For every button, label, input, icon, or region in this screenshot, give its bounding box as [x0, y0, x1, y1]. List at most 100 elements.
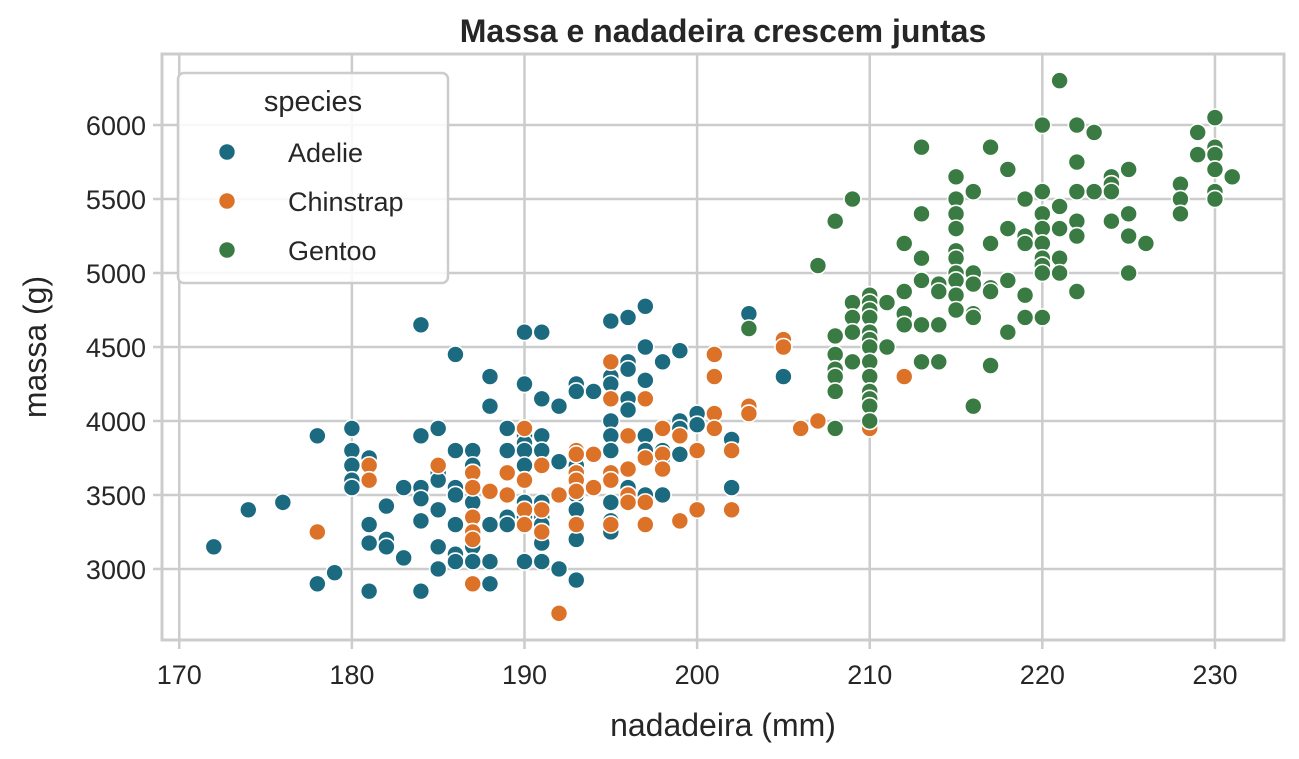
data-point-adelie — [653, 485, 672, 505]
data-point-adelie — [428, 500, 448, 520]
data-point-adelie — [342, 478, 362, 497]
y-tick-label: 3500 — [86, 481, 146, 511]
data-point-chinstrap — [808, 411, 828, 431]
data-point-adelie — [532, 322, 552, 342]
data-point-gentoo — [1067, 115, 1087, 135]
data-point-adelie — [601, 493, 621, 512]
data-point-gentoo — [946, 219, 966, 238]
data-point-adelie — [394, 478, 413, 497]
data-point-gentoo — [912, 204, 931, 224]
data-point-chinstrap — [791, 419, 810, 438]
data-point-adelie — [411, 315, 431, 335]
data-point-gentoo — [1033, 263, 1052, 283]
data-point-gentoo — [739, 319, 759, 338]
data-point-gentoo — [1050, 197, 1069, 216]
data-point-gentoo — [963, 308, 983, 327]
data-point-gentoo — [1084, 182, 1104, 201]
x-tick-label: 220 — [1020, 660, 1065, 690]
data-point-gentoo — [963, 274, 983, 294]
data-point-chinstrap — [601, 389, 621, 409]
legend-title: species — [264, 86, 362, 118]
data-point-adelie — [480, 515, 500, 534]
data-point-gentoo — [981, 282, 1000, 301]
data-point-chinstrap — [705, 367, 724, 386]
y-tick-label: 6000 — [86, 111, 146, 141]
data-point-gentoo — [1084, 123, 1104, 142]
data-point-gentoo — [1033, 115, 1052, 135]
data-point-chinstrap — [515, 515, 534, 534]
data-point-gentoo — [877, 337, 897, 357]
data-point-adelie — [377, 537, 396, 557]
data-point-adelie — [549, 396, 569, 416]
data-point-adelie — [377, 496, 396, 516]
y-tick-label: 5500 — [86, 185, 146, 215]
data-point-chinstrap — [774, 337, 793, 357]
x-tick-label: 180 — [329, 660, 374, 690]
data-point-chinstrap — [532, 500, 552, 520]
data-point-chinstrap — [687, 500, 707, 520]
data-point-gentoo — [1050, 263, 1069, 283]
axis-ticks: 170 180 190 200 210 220 230 3000 3500 4000 4500 500… — [86, 111, 1238, 690]
data-point-chinstrap — [653, 419, 672, 438]
data-point-gentoo — [843, 322, 862, 342]
data-point-gentoo — [1033, 182, 1052, 201]
data-point-adelie — [566, 570, 586, 590]
data-point-adelie — [549, 559, 569, 579]
data-point-gentoo — [843, 189, 862, 209]
data-point-gentoo — [1067, 226, 1087, 246]
data-point-chinstrap — [532, 456, 552, 475]
data-point-adelie — [618, 359, 638, 379]
data-point-gentoo — [1102, 211, 1121, 231]
data-point-adelie — [446, 441, 465, 460]
data-point-gentoo — [1119, 263, 1138, 283]
legend: species Adelie Chinstrap Gentoo — [176, 71, 450, 285]
data-point-chinstrap — [566, 481, 586, 501]
data-point-gentoo — [1188, 145, 1207, 164]
data-point-adelie — [618, 400, 638, 420]
data-point-adelie — [446, 485, 465, 505]
data-point-gentoo — [963, 182, 983, 201]
data-point-adelie — [601, 311, 621, 331]
data-point-adelie — [480, 574, 500, 594]
data-point-chinstrap — [497, 485, 517, 505]
y-tick-label: 4500 — [86, 333, 146, 363]
chart-title: Massa e nadadeira crescem juntas — [460, 13, 987, 49]
data-point-gentoo — [946, 167, 966, 187]
data-point-chinstrap — [894, 367, 914, 386]
data-point-chinstrap — [618, 493, 638, 512]
data-point-gentoo — [1015, 285, 1035, 305]
data-point-adelie — [359, 515, 379, 534]
data-point-adelie — [636, 337, 655, 357]
data-point-adelie — [653, 352, 672, 372]
data-point-gentoo — [963, 396, 983, 416]
data-point-gentoo — [946, 300, 966, 320]
data-point-adelie — [342, 419, 362, 438]
data-point-chinstrap — [463, 574, 483, 594]
data-points — [204, 71, 1242, 623]
data-point-adelie — [325, 563, 344, 582]
data-point-gentoo — [1102, 182, 1121, 201]
data-point-adelie — [515, 322, 534, 342]
data-point-gentoo — [1015, 308, 1035, 327]
data-point-adelie — [411, 426, 431, 446]
data-point-gentoo — [825, 382, 845, 401]
data-point-adelie — [446, 552, 465, 571]
x-axis-label: nadadeira (mm) — [610, 707, 836, 743]
data-point-chinstrap — [549, 604, 569, 623]
data-point-gentoo — [860, 411, 880, 431]
data-point-gentoo — [912, 352, 931, 372]
data-point-adelie — [239, 500, 258, 520]
data-point-chinstrap — [428, 456, 448, 475]
data-point-adelie — [411, 581, 431, 601]
data-point-adelie — [394, 548, 413, 568]
data-point-adelie — [532, 552, 552, 571]
data-point-adelie — [722, 478, 741, 497]
legend-box — [176, 71, 450, 285]
data-point-gentoo — [912, 137, 931, 157]
data-point-gentoo — [981, 137, 1000, 157]
legend-marker-gentoo — [217, 240, 237, 260]
data-point-gentoo — [1222, 167, 1242, 187]
data-point-gentoo — [1050, 71, 1069, 90]
data-point-gentoo — [912, 271, 931, 290]
data-point-adelie — [463, 552, 483, 571]
